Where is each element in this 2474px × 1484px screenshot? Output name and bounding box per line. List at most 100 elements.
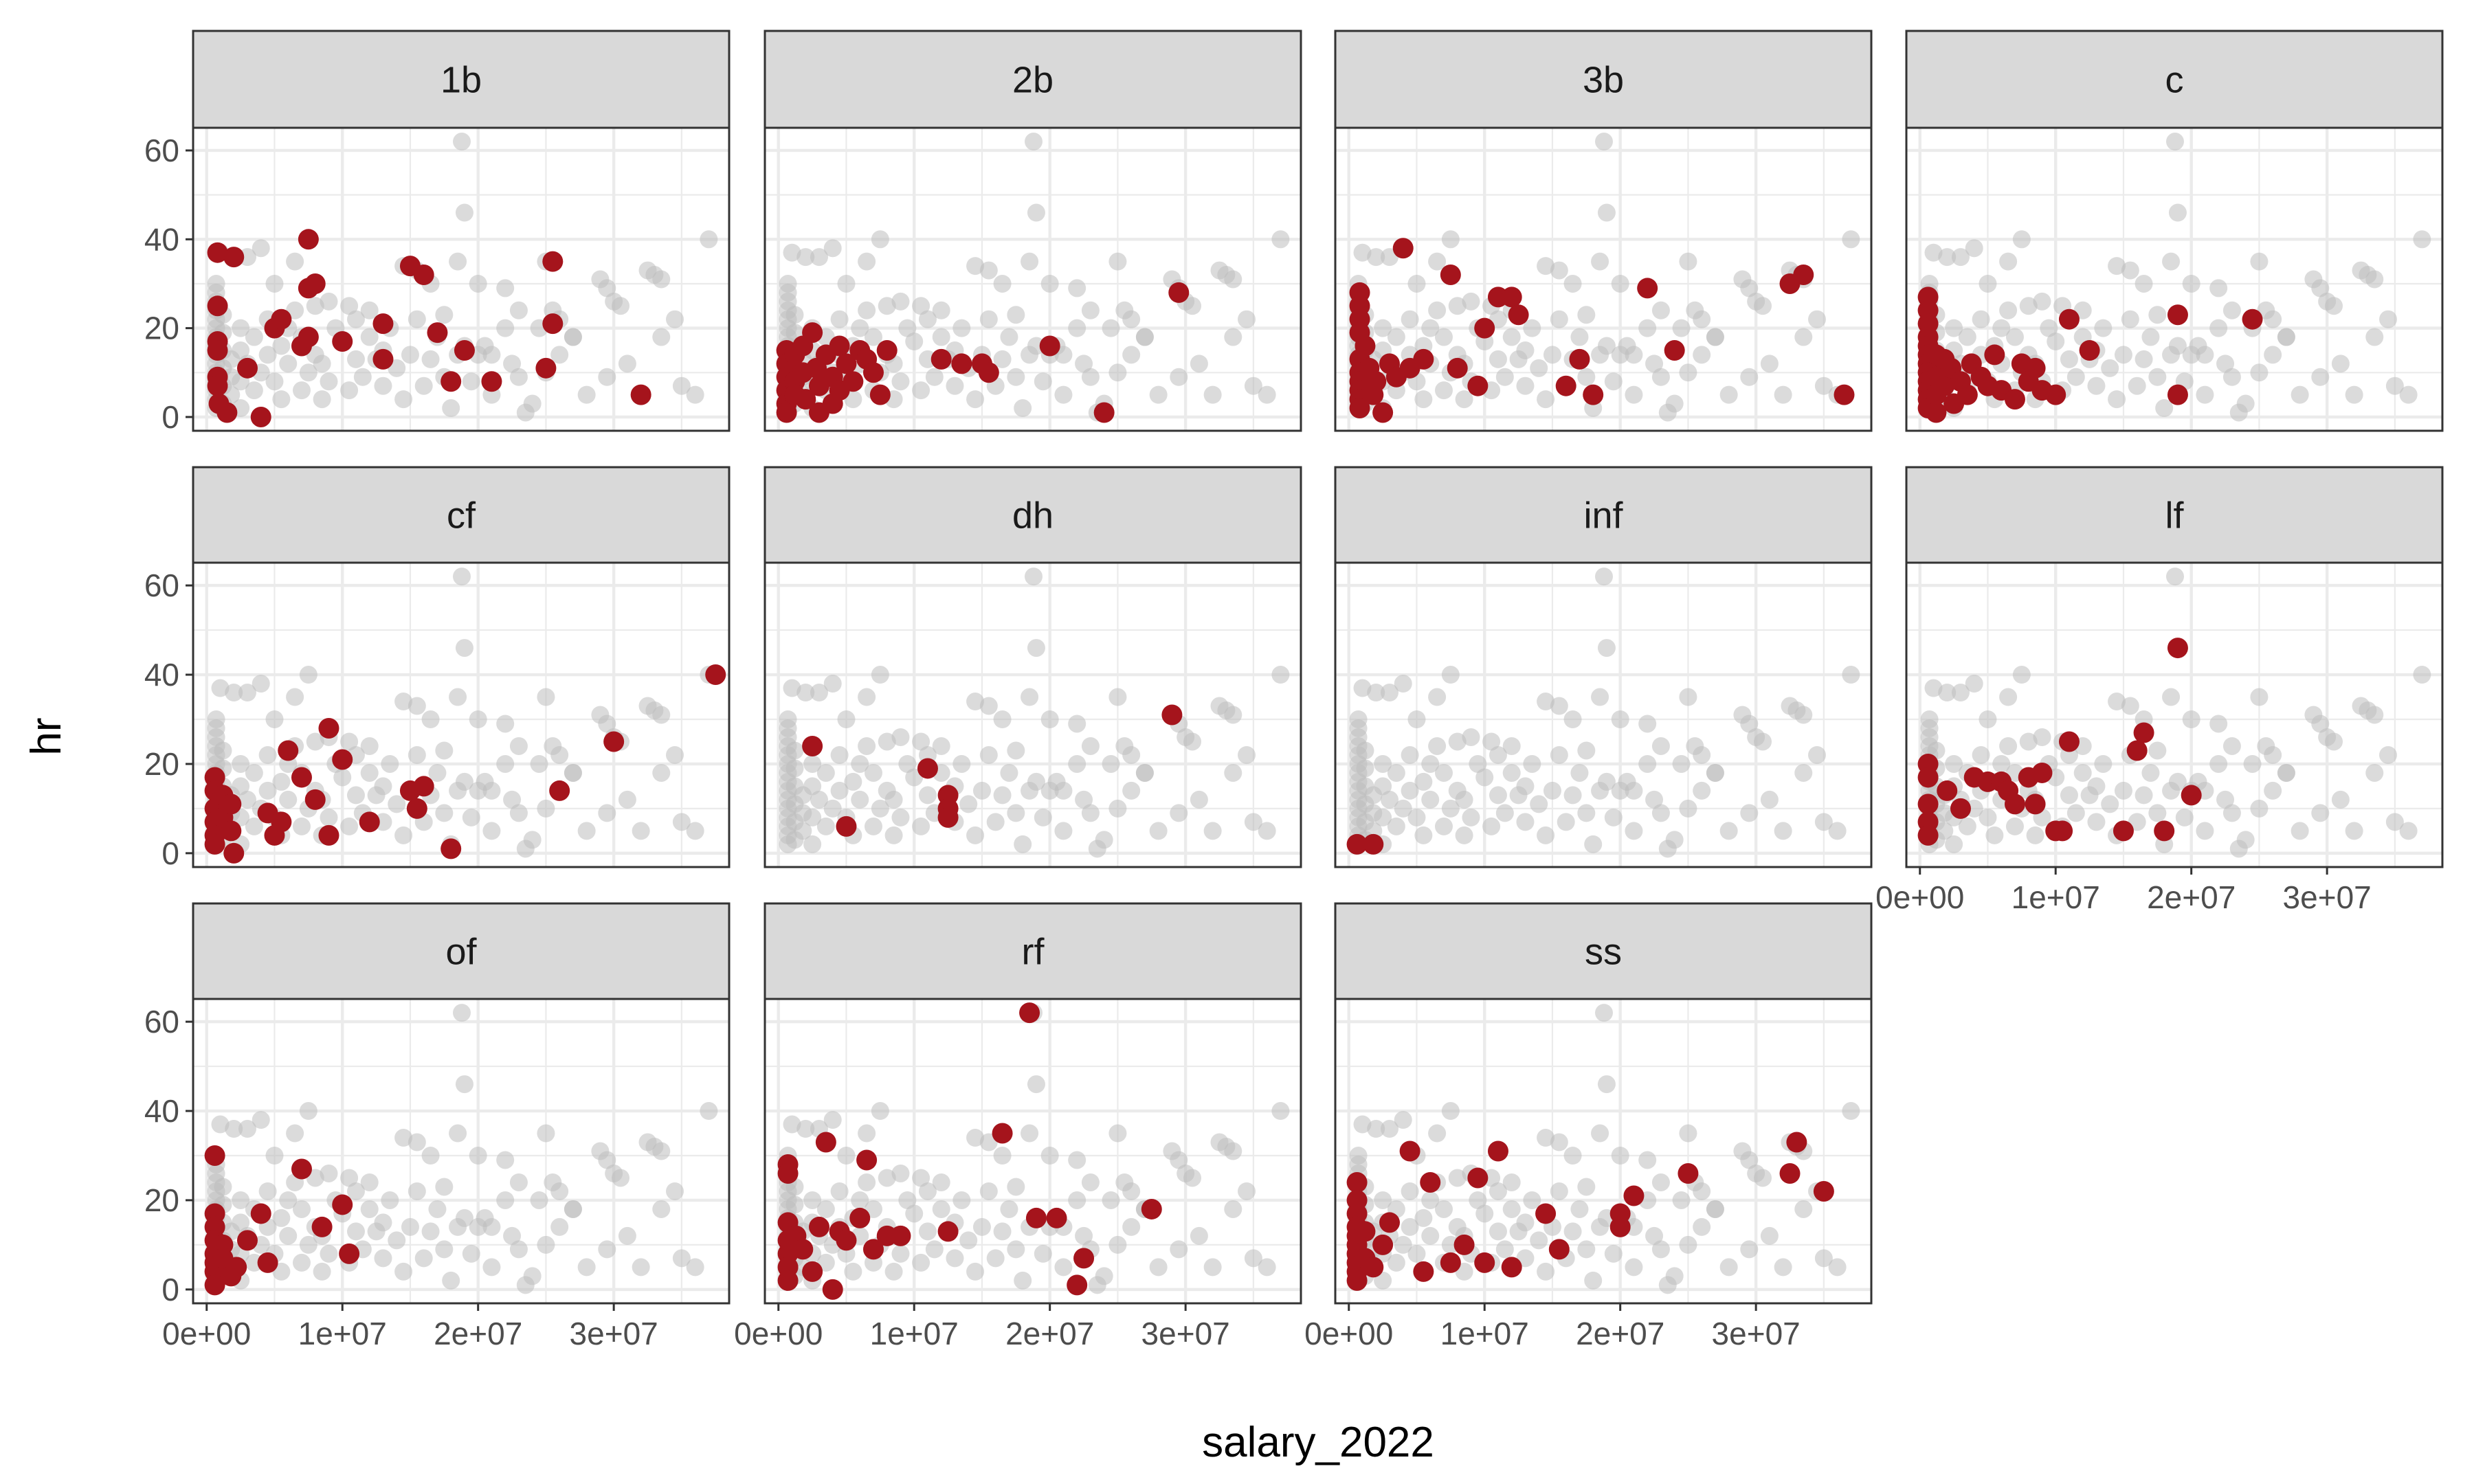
highlight-point: [1957, 384, 1978, 405]
background-point: [905, 1204, 924, 1223]
background-point: [858, 737, 876, 755]
highlight-point: [2126, 740, 2148, 761]
background-point: [509, 1173, 528, 1191]
highlight-point: [427, 322, 448, 344]
background-point: [1557, 813, 1575, 831]
highlight-point: [1664, 339, 1685, 361]
background-point: [496, 1191, 515, 1209]
background-point: [993, 274, 1012, 293]
background-point: [482, 1258, 501, 1277]
background-point: [1482, 732, 1501, 751]
background-point: [320, 808, 338, 827]
background-point: [449, 688, 467, 706]
background-point: [462, 1244, 480, 1263]
facet-panel-3b: 3b: [1334, 30, 1873, 432]
background-point: [884, 1262, 903, 1281]
background-point: [2311, 715, 2330, 733]
background-point: [1706, 1200, 1724, 1218]
background-point: [1935, 822, 1954, 840]
background-point: [232, 1213, 250, 1232]
x-tick-label: 0e+00: [1304, 1316, 1393, 1351]
facet-strip-label: rf: [1022, 932, 1045, 973]
background-point: [1774, 1258, 1792, 1277]
background-point: [238, 790, 256, 809]
background-point: [858, 1124, 876, 1143]
background-point: [1794, 763, 1813, 782]
highlight-point: [1474, 317, 1495, 339]
background-point: [979, 261, 998, 280]
background-point: [442, 399, 460, 418]
background-point: [408, 310, 426, 328]
background-point: [509, 1240, 528, 1259]
background-point: [496, 319, 515, 337]
background-point: [1122, 1182, 1141, 1200]
background-point: [1374, 754, 1392, 773]
background-point: [1081, 1173, 1100, 1191]
background-point: [2012, 666, 2031, 684]
highlight-point: [1637, 278, 1658, 299]
background-point: [979, 697, 998, 715]
background-point: [1693, 745, 1711, 764]
background-point: [932, 1200, 950, 1218]
highlight-point: [1453, 1234, 1475, 1255]
background-point: [530, 754, 548, 773]
background-point: [2094, 754, 2113, 773]
highlight-point: [2025, 357, 2046, 379]
background-point: [1920, 719, 1939, 737]
background-point: [2033, 292, 2051, 311]
background-point: [1842, 230, 1860, 249]
background-point: [1108, 799, 1127, 818]
background-point: [803, 777, 822, 796]
background-point: [1081, 301, 1100, 319]
background-point: [1007, 306, 1025, 324]
background-point: [785, 741, 804, 760]
background-point: [2379, 310, 2398, 328]
background-point: [313, 1262, 331, 1281]
background-point: [993, 786, 1012, 805]
background-point: [891, 1164, 910, 1182]
background-point: [966, 1129, 985, 1147]
background-point: [2196, 346, 2214, 364]
highlight-point: [802, 735, 823, 756]
highlight-point: [1609, 1216, 1631, 1237]
background-point: [1625, 385, 1643, 404]
highlight-point: [836, 353, 857, 374]
highlight-point: [869, 384, 891, 405]
facet-strip-label: 1b: [441, 60, 482, 101]
highlight-point: [1548, 1239, 1570, 1260]
background-point: [1999, 301, 2018, 319]
background-point: [618, 1226, 636, 1245]
highlight-point: [1555, 375, 1576, 396]
highlight-point: [250, 406, 271, 427]
facet-strip: [764, 30, 1302, 129]
background-point: [435, 1240, 454, 1259]
background-point: [1149, 385, 1168, 404]
background-point: [360, 1200, 379, 1218]
background-point: [946, 376, 964, 395]
background-point: [299, 666, 317, 684]
background-point: [1455, 390, 1473, 409]
highlight-point: [2079, 339, 2100, 361]
highlight-point: [1379, 1212, 1400, 1233]
background-point: [1842, 666, 1860, 684]
highlight-point: [1786, 1132, 1807, 1153]
background-point: [2094, 319, 2113, 337]
highlight-point: [332, 749, 353, 770]
highlight-point: [250, 1203, 271, 1224]
highlight-point: [808, 1216, 829, 1237]
background-point: [2162, 252, 2181, 271]
highlight-point: [542, 313, 564, 335]
background-point: [2087, 813, 2106, 831]
facet-strip: [764, 902, 1302, 1000]
highlight-point: [2181, 785, 2202, 806]
background-point: [1462, 808, 1480, 827]
background-point: [1421, 790, 1440, 809]
highlight-point: [1346, 833, 1368, 855]
background-point: [1594, 567, 1613, 586]
background-point: [252, 1111, 270, 1129]
background-point: [864, 763, 882, 782]
background-point: [686, 385, 704, 404]
background-point: [1523, 1191, 1541, 1209]
background-point: [550, 1217, 569, 1236]
background-point: [340, 817, 359, 835]
